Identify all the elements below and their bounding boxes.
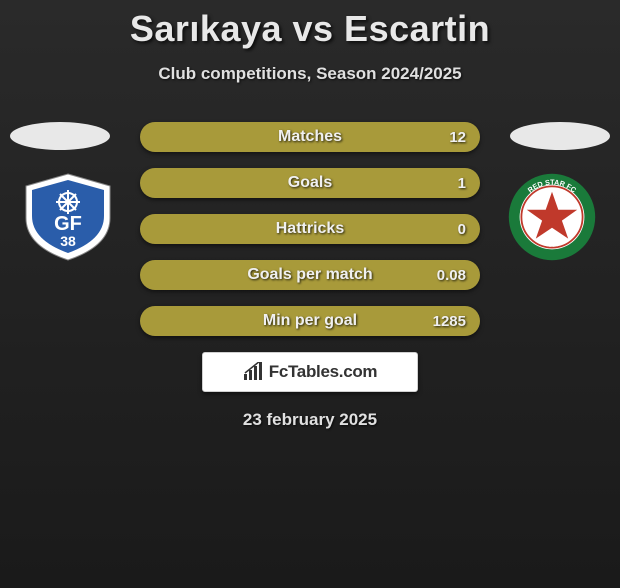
player-photo-left — [10, 122, 110, 150]
svg-text:GF: GF — [54, 213, 82, 235]
stat-value-right: 1 — [444, 168, 480, 198]
site-name: FcTables.com — [269, 362, 378, 382]
stat-row: Goals1 — [140, 168, 480, 198]
stat-label: Hattricks — [140, 214, 480, 244]
stat-value-left — [140, 260, 168, 290]
player-photo-right — [510, 122, 610, 150]
stat-row: Min per goal1285 — [140, 306, 480, 336]
stat-value-right: 12 — [435, 122, 480, 152]
stat-value-left — [140, 168, 168, 198]
svg-text:1897: 1897 — [544, 239, 561, 249]
stat-label: Goals — [140, 168, 480, 198]
comparison-panel: GF 38 RED STAR FC 1897 Matches12 Goals1 Ha… — [0, 122, 620, 430]
stat-value-right: 1285 — [419, 306, 480, 336]
svg-text:38: 38 — [60, 233, 76, 249]
stat-label: Matches — [140, 122, 480, 152]
stat-row: Hattricks0 — [140, 214, 480, 244]
date-label: 23 february 2025 — [0, 410, 620, 430]
stats-list: Matches12 Goals1 Hattricks0 Goals per match… — [140, 122, 480, 336]
page-title: Sarıkaya vs Escartin — [0, 8, 620, 50]
page-subtitle: Club competitions, Season 2024/2025 — [0, 64, 620, 84]
stat-row: Goals per match0.08 — [140, 260, 480, 290]
stat-value-right: 0 — [444, 214, 480, 244]
club-badge-right: RED STAR FC 1897 — [502, 172, 602, 262]
stat-value-left — [140, 214, 168, 244]
stat-value-right: 0.08 — [423, 260, 480, 290]
club-badge-left: GF 38 — [18, 172, 118, 262]
bar-chart-icon — [243, 362, 263, 382]
stat-value-left — [140, 306, 168, 336]
stat-value-left — [140, 122, 168, 152]
stat-row: Matches12 — [140, 122, 480, 152]
site-watermark: FcTables.com — [202, 352, 418, 392]
